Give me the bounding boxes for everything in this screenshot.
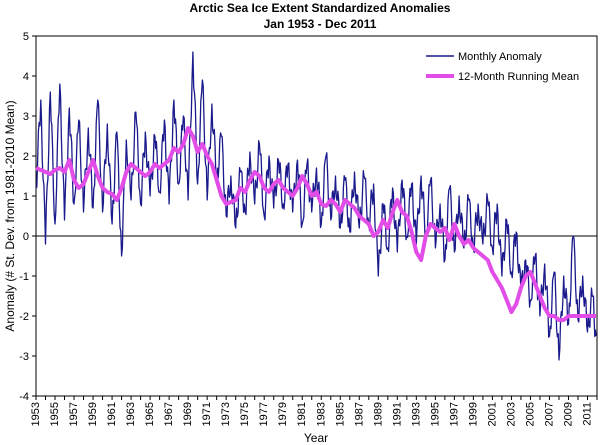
y-tick-label: 4	[23, 71, 29, 83]
y-tick-label: -2	[19, 311, 29, 323]
x-tick-label: 1961	[106, 402, 118, 426]
x-tick-label: 2001	[486, 402, 498, 426]
x-tick-label: 2007	[543, 402, 555, 426]
y-tick-label: 3	[23, 111, 29, 123]
y-tick-label: 5	[23, 31, 29, 43]
chart-subtitle: Jan 1953 - Dec 2011	[264, 17, 377, 31]
x-tick-label: 2011	[581, 402, 593, 426]
plot-area	[35, 35, 598, 397]
x-tick-label: 1975	[239, 402, 251, 426]
x-tick-label: 1995	[429, 402, 441, 426]
x-tick-label: 1985	[334, 402, 346, 426]
x-tick-label: 1973	[220, 402, 232, 426]
x-tick-label: 1983	[315, 402, 327, 426]
x-tick-label: 2005	[524, 402, 536, 426]
x-tick-label: 1999	[467, 402, 479, 426]
x-tick-label: 1979	[277, 402, 289, 426]
y-axis: 5 4 3 2 1 0 -1 -2 -3 -4	[19, 31, 36, 403]
x-tick-label: 1989	[372, 402, 384, 426]
series-layer	[35, 51, 597, 361]
x-tick-label: 1953	[30, 402, 42, 426]
x-tick-label: 1991	[391, 402, 403, 426]
x-axis-title: Year	[304, 431, 328, 445]
x-tick-label: 1987	[353, 402, 365, 426]
series-running-mean	[35, 126, 596, 322]
chart-title: Arctic Sea Ice Extent Standardized Anoma…	[190, 1, 451, 15]
x-tick-label: 2003	[505, 402, 517, 426]
x-tick-label: 1969	[182, 402, 194, 426]
x-tick-label: 1955	[49, 402, 61, 426]
y-tick-label: 2	[23, 151, 29, 163]
x-tick-label: 1965	[144, 402, 156, 426]
x-tick-label: 1981	[296, 402, 308, 426]
x-tick-label: 1963	[125, 402, 137, 426]
y-tick-label: -3	[19, 351, 29, 363]
x-tick-label: 1977	[258, 402, 270, 426]
x-tick-label: 2009	[562, 402, 574, 426]
y-tick-label: -1	[19, 271, 29, 283]
legend-label-running-mean: 12-Month Running Mean	[458, 71, 579, 83]
plot-border	[35, 35, 598, 397]
x-tick-label: 1959	[87, 402, 99, 426]
legend: Monthly Anomaly 12-Month Running Mean	[426, 51, 579, 83]
y-tick-label: 0	[23, 231, 29, 243]
y-tick-label: -4	[19, 391, 29, 403]
y-tick-label: 1	[23, 191, 29, 203]
x-tick-label: 1993	[410, 402, 422, 426]
x-tick-label: 1971	[201, 402, 213, 426]
x-tick-label: 1957	[68, 402, 80, 426]
legend-label-monthly-anomaly: Monthly Anomaly	[458, 51, 542, 63]
x-axis: 1953 1955 1957 1959 1961 1963 1965 1967 1969 1971…	[30, 396, 598, 426]
x-tick-label: 1997	[448, 402, 460, 426]
y-axis-title: Anomaly (# St. Dev. from 1981-2010 Mean)	[3, 100, 17, 331]
x-tick-label: 1967	[163, 402, 175, 426]
